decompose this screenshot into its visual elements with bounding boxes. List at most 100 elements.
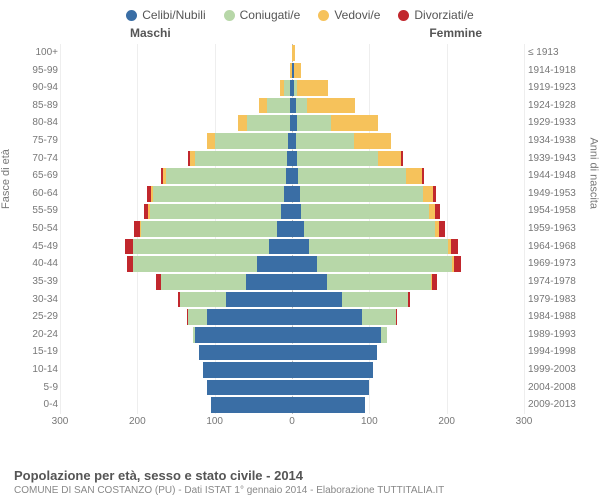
female-half [292,98,524,114]
bar-segment [150,204,281,220]
female-half [292,345,524,361]
bar-segment [207,380,292,396]
birth-label: 1939-1943 [528,150,582,168]
male-header: Maschi [130,26,171,40]
x-tick: 0 [289,416,295,427]
bar-segment [422,168,424,184]
bar-segment [433,186,436,202]
legend-item: Vedovi/e [318,8,380,22]
bar-segment [267,98,290,114]
female-half [292,168,524,184]
pyramid-row [60,133,524,149]
pyramid-row [60,221,524,237]
bar-segment [207,309,292,325]
bar-segment [259,98,267,114]
bar-segment [317,256,452,272]
bar-segment [309,239,448,255]
bar-segment [292,309,362,325]
pyramid-row [60,168,524,184]
female-half [292,380,524,396]
pyramid-row [60,274,524,290]
male-half [60,63,292,79]
age-label: 80-84 [18,114,58,132]
male-half [60,133,292,149]
bar-segment [211,397,292,413]
bar-segment [354,133,391,149]
bar-segment [396,309,397,325]
pyramid-row [60,380,524,396]
chart-subtitle: COMUNE DI SAN COSTANZO (PU) - Dati ISTAT… [14,485,586,496]
bar-segment [297,80,328,96]
pyramid-row [60,309,524,325]
bar-segment [292,292,342,308]
bar-segment [215,133,288,149]
bar-segment [294,63,302,79]
birth-label: 1979-1983 [528,291,582,309]
left-axis-title: Fasce di età [0,149,12,209]
column-headers: Maschi Femmine [0,26,600,44]
legend-label: Celibi/Nubili [142,8,205,22]
bar-segment [292,239,309,255]
legend-swatch [126,10,137,21]
birth-label: 1974-1978 [528,273,582,291]
age-label: 95-99 [18,62,58,80]
pyramid-chart: Fasce di età Anni di nascita 100+95-9990… [20,44,580,434]
pyramid-row [60,327,524,343]
bar-segment [277,221,292,237]
female-half [292,204,524,220]
female-half [292,151,524,167]
birth-label: 1929-1933 [528,114,582,132]
bar-segment [401,151,403,167]
bar-segment [378,151,401,167]
bar-segment [292,380,369,396]
bar-segment [238,115,247,131]
bar-segment [408,292,410,308]
right-axis-title: Anni di nascita [588,137,600,209]
bar-segment [199,345,292,361]
female-half [292,274,524,290]
x-tick: 100 [206,416,223,427]
age-label: 40-44 [18,255,58,273]
bar-segment [292,221,304,237]
female-half [292,256,524,272]
bar-segment [195,151,288,167]
birth-label: 1949-1953 [528,185,582,203]
bar-segment [292,274,327,290]
age-label: 55-59 [18,202,58,220]
bar-segment [423,186,432,202]
bar-segment [304,221,435,237]
male-half [60,221,292,237]
birth-label: 2009-2013 [528,396,582,414]
bar-segment [226,292,292,308]
pyramid-row [60,204,524,220]
bar-segment [435,204,440,220]
birth-label: 1944-1948 [528,167,582,185]
bar-segment [141,221,276,237]
legend-swatch [318,10,329,21]
bar-segment [451,239,459,255]
legend-label: Coniugati/e [240,8,301,22]
bar-segment [454,256,461,272]
age-label: 100+ [18,44,58,62]
birth-label: 1984-1988 [528,308,582,326]
bar-segment [296,133,354,149]
pyramid-row [60,397,524,413]
pyramid-row [60,292,524,308]
bar-segment [297,115,332,131]
male-half [60,397,292,413]
age-label: 10-14 [18,361,58,379]
bar-segment [432,274,437,290]
chart-footer: Popolazione per età, sesso e stato civil… [14,468,586,496]
female-half [292,292,524,308]
bar-segment [292,362,373,378]
bar-segment [292,397,365,413]
bars-container [60,44,524,414]
bar-segment [203,362,292,378]
male-half [60,45,292,61]
female-header: Femmine [429,26,482,40]
bar-segment [180,292,226,308]
birth-label: 1964-1968 [528,238,582,256]
male-half [60,274,292,290]
bar-segment [246,274,292,290]
female-half [292,115,524,131]
